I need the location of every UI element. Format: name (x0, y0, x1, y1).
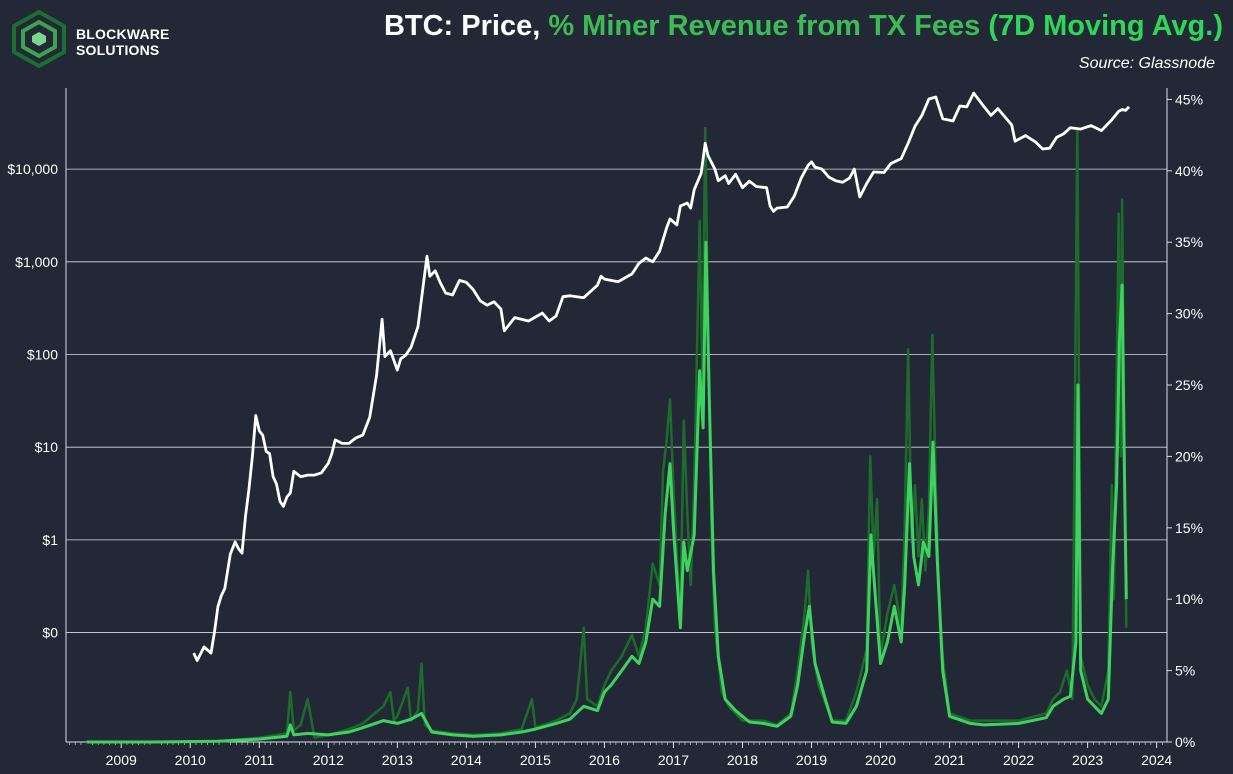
x-tick-label: 2016 (589, 752, 620, 768)
logo-mark (12, 10, 66, 68)
right-tick-label: 20% (1175, 448, 1203, 464)
x-tick-label: 2009 (106, 752, 137, 768)
source-note: Source: Glassnode (1078, 55, 1215, 72)
x-tick-label: 2011 (244, 752, 274, 768)
left-tick-label: $1 (42, 532, 58, 548)
right-tick-label: 40% (1175, 163, 1203, 179)
right-tick-label: 35% (1175, 234, 1203, 250)
brand-name: BLOCKWARE SOLUTIONS (76, 26, 170, 58)
series-btc-price (192, 91, 1131, 662)
brand-logo: BLOCKWARE SOLUTIONS (10, 10, 170, 70)
title-part-price: BTC: Price, (383, 10, 541, 42)
x-tick-label: 2022 (1003, 752, 1034, 768)
left-tick-label: $100 (27, 346, 58, 362)
x-tick-label: 2014 (451, 752, 482, 768)
title-part-fees: % Miner Revenue from TX Fees (548, 10, 981, 42)
brand-line-2: SOLUTIONS (76, 42, 160, 58)
right-tick-label: 30% (1175, 306, 1203, 322)
left-tick-label: $10,000 (7, 161, 58, 177)
title-part-ma: (7D Moving Avg.) (988, 10, 1223, 42)
x-tick-label: 2020 (865, 752, 896, 768)
x-tick-label: 2017 (658, 752, 689, 768)
x-tick-label: 2023 (1072, 752, 1103, 768)
series-fees-daily (86, 126, 1128, 744)
brand-line-1: BLOCKWARE (76, 26, 170, 42)
right-tick-label: 10% (1175, 591, 1203, 607)
right-tick-label: 45% (1175, 91, 1203, 107)
left-tick-label: $10 (35, 439, 59, 455)
x-tick-label: 2012 (313, 752, 344, 768)
x-tick-label: 2019 (796, 752, 827, 768)
x-tick-label: 2024 (1141, 752, 1172, 768)
left-tick-label: $0 (42, 625, 58, 641)
right-tick-label: 25% (1175, 377, 1203, 393)
right-tick-label: 15% (1175, 520, 1203, 536)
x-tick-label: 2010 (175, 752, 206, 768)
right-tick-label: 5% (1175, 663, 1195, 679)
x-tick-label: 2015 (520, 752, 551, 768)
x-tick-label: 2021 (934, 752, 965, 768)
left-tick-label: $1,000 (15, 254, 58, 270)
series-fees-ma (86, 240, 1128, 744)
right-tick-label: 0% (1175, 734, 1195, 750)
x-tick-label: 2013 (382, 752, 413, 768)
x-tick-label: 2018 (727, 752, 758, 768)
chart-title: BTC: Price, % Miner Revenue from TX Fees… (384, 10, 1223, 43)
